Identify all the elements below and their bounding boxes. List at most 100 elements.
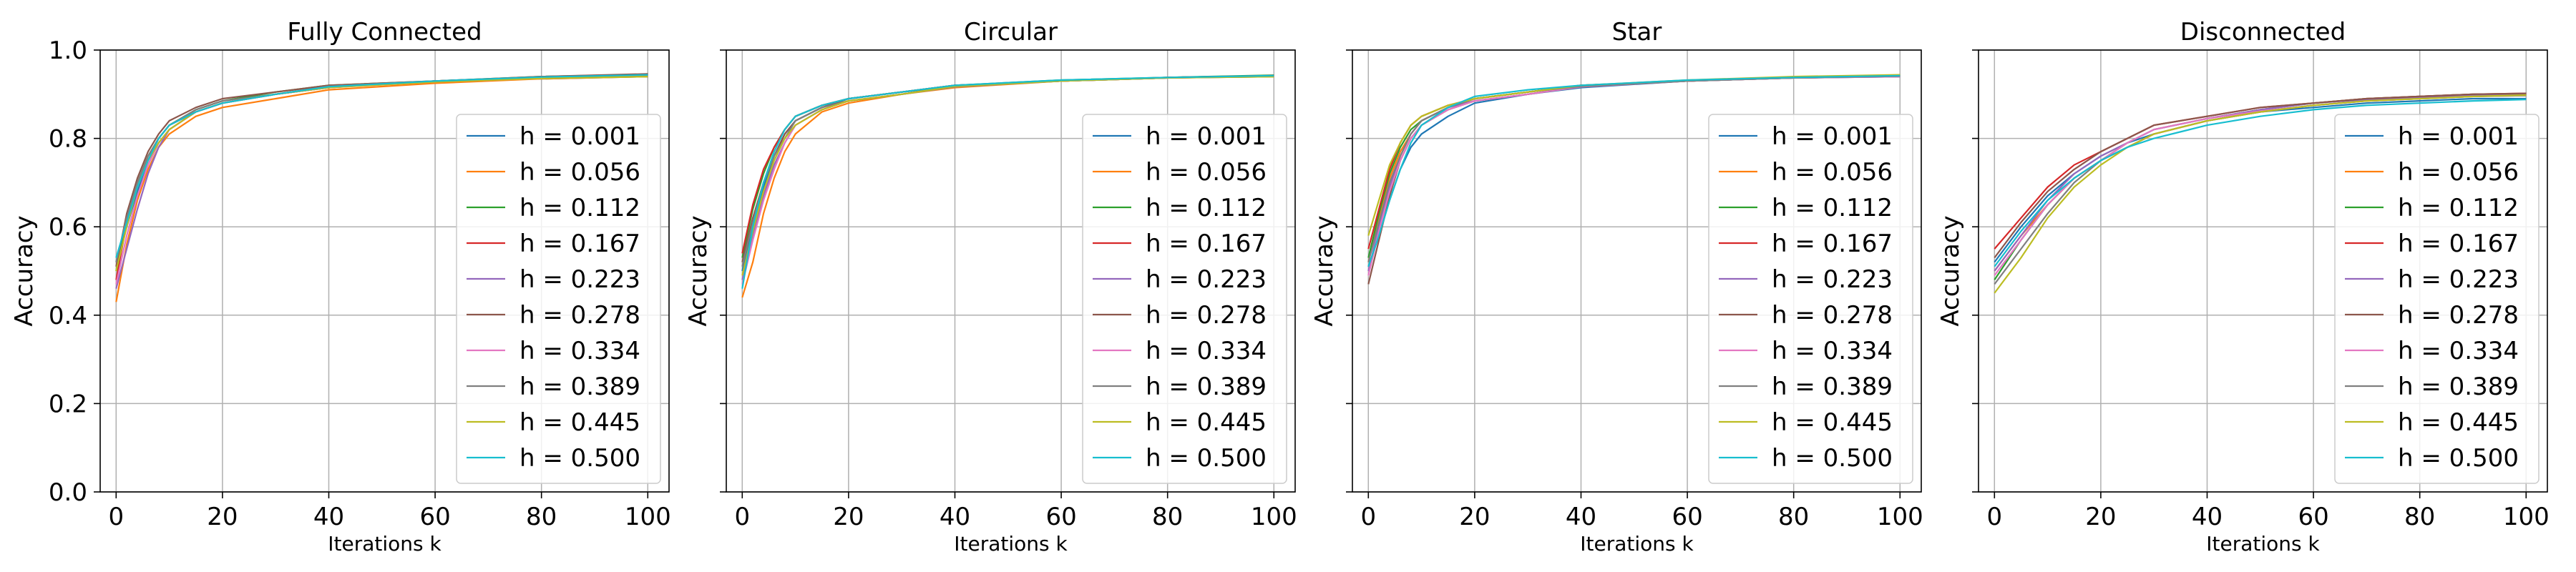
x-tick-label: 100 — [2503, 503, 2550, 531]
x-tick-label: 0 — [1360, 503, 1376, 531]
legend-entry: h = 0.500 — [2398, 444, 2519, 473]
x-axis-label: Iterations k — [2206, 532, 2320, 556]
y-axis-label: Accuracy — [10, 215, 39, 326]
x-tick-label: 0 — [734, 503, 750, 531]
x-tick-label: 80 — [2404, 503, 2435, 531]
x-tick-label: 60 — [1672, 503, 1702, 531]
legend-entry: h = 0.112 — [1772, 194, 1893, 222]
legend: h = 0.001 h = 0.056 h = 0.112 h = 0.167 h = … — [1708, 114, 1913, 484]
legend-entry: h = 0.445 — [1772, 408, 1893, 437]
legend-entry: h = 0.278 — [1146, 301, 1267, 330]
legend-entry: h = 0.389 — [519, 373, 640, 401]
series-line-h-0-278 — [1994, 92, 2527, 259]
series-line-h-0-500 — [1367, 74, 1901, 267]
x-tick-label: 60 — [419, 503, 450, 531]
x-tick-label: 40 — [1566, 503, 1596, 531]
legend-entry: h = 0.278 — [2398, 301, 2519, 330]
y-tick-label: 0.2 — [49, 390, 87, 418]
legend-entry: h = 0.445 — [519, 408, 640, 437]
legend-entry: h = 0.167 — [519, 230, 640, 258]
y-tick-label: 0.0 — [49, 478, 87, 507]
legend-entry: h = 0.112 — [2398, 194, 2519, 222]
series-lines — [741, 74, 1274, 298]
plot-frame — [1352, 49, 1922, 493]
series-lines — [1367, 74, 1901, 285]
chart-title: Fully Connected — [287, 18, 482, 46]
series-line-h-0-500 — [1994, 99, 2527, 267]
x-tick-label: 20 — [2085, 503, 2116, 531]
legend-entry: h = 0.334 — [1146, 337, 1267, 365]
legend-box — [456, 114, 661, 484]
x-tick-label: 60 — [2298, 503, 2328, 531]
plot-frame — [726, 49, 1296, 493]
chart-title: Circular — [964, 18, 1058, 46]
legend-entry: h = 0.056 — [2398, 158, 2519, 187]
legend-entry: h = 0.334 — [1772, 337, 1893, 365]
legend-entry: h = 0.278 — [1772, 301, 1893, 330]
y-tick-label: 0.6 — [49, 213, 87, 242]
x-axis-label: Iterations k — [328, 532, 441, 556]
chart-title: Star — [1612, 18, 1662, 46]
y-axis-label: Accuracy — [1310, 215, 1339, 326]
y-tick-label: 0.8 — [49, 125, 87, 154]
y-tick-label: 0.4 — [49, 302, 87, 330]
legend-entry: h = 0.223 — [1772, 265, 1893, 294]
series-line-h-0-500 — [741, 74, 1274, 289]
chart-panel-1: 0 20 40 60 80 100 0.0 0.2 0.4 0.6 0.8 1.0 Fully Conn… — [10, 18, 671, 556]
legend-entry: h = 0.056 — [519, 158, 640, 187]
legend-entry: h = 0.056 — [1146, 158, 1267, 187]
legend-entry: h = 0.500 — [519, 444, 640, 473]
y-tick-label: 1.0 — [49, 36, 87, 65]
legend-entry: h = 0.445 — [1146, 408, 1267, 437]
legend-entry: h = 0.001 — [1772, 122, 1893, 151]
x-tick-label: 20 — [207, 503, 238, 531]
x-tick-label: 80 — [1152, 503, 1183, 531]
legend: h = 0.001 h = 0.056 h = 0.112 h = 0.167 h = … — [456, 114, 661, 484]
legend: h = 0.001 h = 0.056 h = 0.112 h = 0.167 h = … — [1082, 114, 1287, 484]
legend-entry: h = 0.223 — [1146, 265, 1267, 294]
legend-entry: h = 0.001 — [519, 122, 640, 151]
legend-entry: h = 0.445 — [2398, 408, 2519, 437]
legend-entry: h = 0.278 — [519, 301, 640, 330]
legend-entry: h = 0.500 — [1772, 444, 1893, 473]
legend-entry: h = 0.389 — [1772, 373, 1893, 401]
legend-entry: h = 0.001 — [1146, 122, 1267, 151]
x-tick-label: 40 — [2192, 503, 2223, 531]
legend-box — [2334, 114, 2540, 484]
chart-panel-4: 0 20 40 60 80 100 Disconnected Iterations k Accu… — [1936, 18, 2550, 556]
legend-entry: h = 0.334 — [519, 337, 640, 365]
series-line-h-0-500 — [115, 74, 648, 258]
legend-entry: h = 0.112 — [519, 194, 640, 222]
legend-entry: h = 0.112 — [1146, 194, 1267, 222]
legend-box — [1708, 114, 1913, 484]
legend-entry: h = 0.223 — [519, 265, 640, 294]
legend: h = 0.001 h = 0.056 h = 0.112 h = 0.167 h = … — [2334, 114, 2540, 484]
x-tick-label: 0 — [1986, 503, 2002, 531]
plot-frame — [1978, 49, 2548, 493]
x-tick-label: 60 — [1045, 503, 1076, 531]
x-tick-label: 20 — [833, 503, 864, 531]
legend-entry: h = 0.167 — [1146, 230, 1267, 258]
legend-entry: h = 0.167 — [1772, 230, 1893, 258]
x-tick-label: 0 — [108, 503, 124, 531]
series-line-h-0-056 — [115, 76, 648, 302]
chart-panel-3: 0 20 40 60 80 100 Star Iterations k Accuracy h = … — [1310, 18, 1923, 556]
x-tick-label: 100 — [1877, 503, 1923, 531]
legend-entry: h = 0.167 — [2398, 230, 2519, 258]
legend-entry: h = 0.500 — [1146, 444, 1267, 473]
legend-entry: h = 0.389 — [2398, 373, 2519, 401]
legend-entry: h = 0.056 — [1772, 158, 1893, 187]
legend-entry: h = 0.001 — [2398, 122, 2519, 151]
x-tick-label: 80 — [526, 503, 557, 531]
series-lines — [115, 73, 648, 302]
chart-title: Disconnected — [2180, 18, 2346, 46]
y-axis-label: Accuracy — [1936, 215, 1965, 326]
x-tick-label: 20 — [1459, 503, 1490, 531]
x-tick-label: 40 — [940, 503, 970, 531]
x-axis-label: Iterations k — [1580, 532, 1694, 556]
legend-entry: h = 0.334 — [2398, 337, 2519, 365]
series-lines — [1994, 92, 2527, 294]
x-tick-label: 100 — [1251, 503, 1297, 531]
chart-panel-2: 0 20 40 60 80 100 Circular Iterations k Accuracy… — [684, 18, 1297, 556]
